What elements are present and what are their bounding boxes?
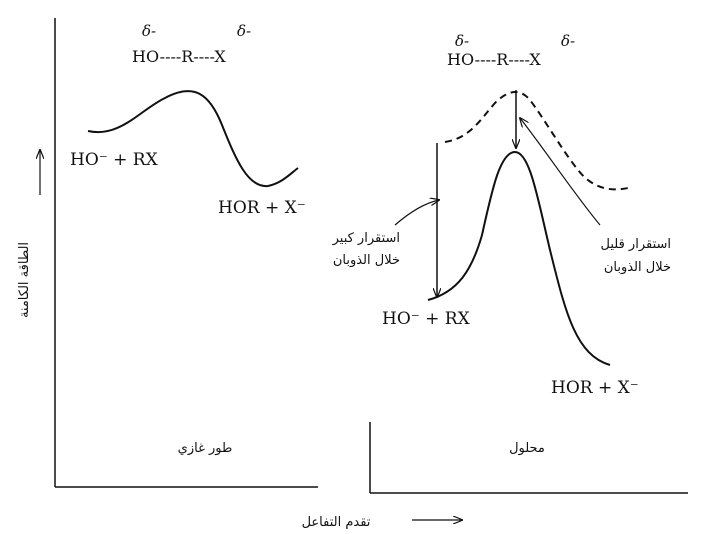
sol-gas-reference-curve bbox=[444, 91, 629, 191]
gas-reactants-label: HO⁻ + RX bbox=[70, 150, 159, 170]
sol-transition-structure: HO----R----X bbox=[447, 50, 541, 69]
gas-phase-label: طور غازي bbox=[178, 441, 233, 456]
solution-phase-label: محلول bbox=[509, 441, 545, 456]
gas-products-label: HOR + X⁻ bbox=[218, 198, 306, 218]
small-stabilization-note-line2: خلال الذوبان bbox=[604, 260, 671, 275]
solution-panel: δ- δ- HO----R----X استقرار كبير خلال الذ… bbox=[332, 32, 671, 456]
large-note-leader-line bbox=[394, 200, 439, 226]
gas-delta-left: δ- bbox=[142, 22, 156, 40]
x-axis-label: تقدم التفاعل bbox=[302, 515, 371, 530]
sol-delta-right: δ- bbox=[561, 32, 575, 50]
y-axis-label: الطاقة الكامنة bbox=[17, 242, 32, 318]
sol-products-label: HOR + X⁻ bbox=[551, 378, 639, 398]
sol-energy-curve bbox=[427, 150, 611, 366]
gas-transition-structure: HO----R----X bbox=[132, 47, 226, 66]
small-stabilization-note-line1: استقرار قليل bbox=[601, 237, 671, 252]
gas-phase-panel: δ- δ- HO----R----X HO⁻ + RX HOR + X⁻ طور… bbox=[70, 22, 306, 456]
large-stabilization-note-line2: خلال الذوبان bbox=[333, 253, 400, 268]
small-note-leader-line bbox=[520, 118, 601, 226]
gas-energy-curve bbox=[87, 90, 299, 188]
large-stabilization-note-line1: استقرار كبير bbox=[332, 231, 400, 246]
gas-delta-right: δ- bbox=[237, 22, 251, 40]
sol-reactants-label: HO⁻ + RX bbox=[382, 309, 471, 329]
sol-delta-left: δ- bbox=[455, 32, 469, 50]
